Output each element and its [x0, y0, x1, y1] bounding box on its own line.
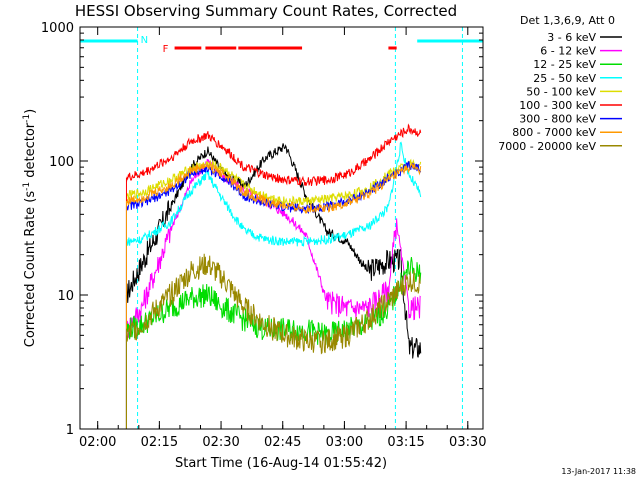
x-tick-label-5: 03:15 — [387, 435, 424, 450]
x-tick-label-2: 02:30 — [202, 435, 239, 450]
series-line-0 — [126, 143, 422, 359]
chart-title: HESSI Observing Summary Count Rates, Cor… — [75, 2, 457, 20]
y-tick-label-0: 1 — [66, 423, 74, 438]
x-tick-label-0: 02:00 — [79, 435, 116, 450]
night-flag: N — [141, 35, 148, 46]
legend-label-3: 25 - 50 keV — [533, 72, 596, 85]
y-axis-label-exp1: -1 — [22, 182, 32, 191]
legend-label-5: 100 - 300 keV — [519, 99, 596, 112]
footer-date: 13-Jan-2017 11:38 — [561, 467, 636, 476]
legend-label-0: 3 - 6 keV — [547, 31, 596, 44]
y-tick-label-3: 1000 — [41, 21, 74, 36]
x-tick-label-4: 03:00 — [326, 435, 363, 450]
y-tick-label-1: 10 — [57, 289, 74, 304]
plot-area: NF — [80, 27, 483, 429]
series-line-3 — [126, 141, 422, 247]
x-tick-label-6: 03:30 — [449, 435, 486, 450]
legend-label-1: 6 - 12 keV — [540, 45, 596, 58]
y-axis-label: Corrected Count Rate (s-1 detector-1) — [22, 109, 38, 347]
y-axis-label-end: ) — [23, 109, 38, 114]
legend-label-4: 50 - 100 keV — [526, 85, 596, 98]
series-line-4 — [126, 158, 422, 207]
x-tick-label-3: 02:45 — [264, 435, 301, 450]
legend-label-6: 300 - 800 keV — [519, 113, 596, 126]
series-line-7 — [126, 162, 422, 215]
legend-label-2: 12 - 25 keV — [533, 58, 596, 71]
legend-title: Det 1,3,6,9, Att 0 — [520, 14, 615, 27]
series-line-8 — [126, 253, 422, 355]
legend-label-7: 800 - 7000 keV — [512, 126, 596, 139]
flare-flag: F — [163, 44, 169, 55]
legend-label-8: 7000 - 20000 keV — [498, 140, 596, 153]
y-axis-label-exp2: -1 — [22, 114, 32, 123]
x-axis-label: Start Time (16-Aug-14 01:55:42) — [175, 456, 387, 471]
y-axis-label-main: Corrected Count Rate (s — [23, 191, 38, 348]
plot-frame — [79, 26, 484, 430]
y-axis-label-mid: detector — [23, 122, 38, 182]
x-tick-label-1: 02:15 — [141, 435, 178, 450]
y-tick-label-2: 100 — [49, 155, 74, 170]
axis-ticks: 02:00 02:15 02:30 02:45 03:00 03:15 03:30 1 10 10… — [41, 21, 487, 450]
series-line-5 — [126, 123, 422, 186]
